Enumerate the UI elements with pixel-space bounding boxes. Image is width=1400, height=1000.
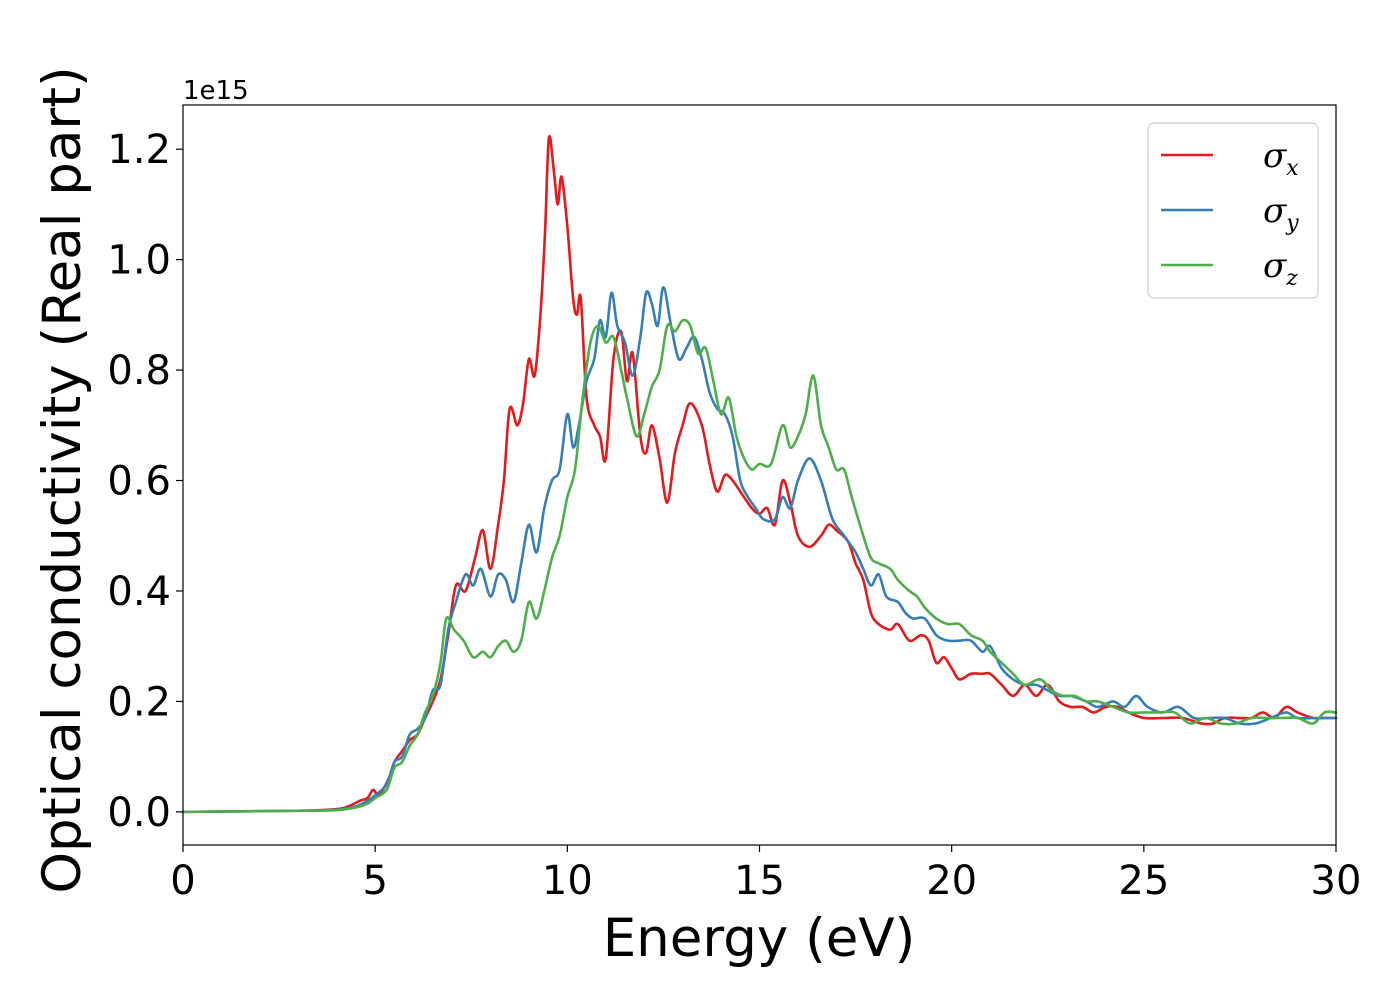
y-offset-label: 1e15 — [183, 76, 249, 106]
x-tick-label: 5 — [362, 858, 387, 904]
legend: σx σy σz — [1147, 122, 1319, 299]
x-tick-label: 0 — [170, 858, 195, 904]
series-line-z — [181, 318, 1338, 814]
x-tick-label: 20 — [926, 858, 977, 904]
x-tick-label: 10 — [542, 858, 593, 904]
series-layer — [181, 134, 1338, 814]
x-tick-label: 30 — [1311, 858, 1362, 904]
y-tick-label: 0.6 — [107, 459, 171, 505]
legend-item-x: σx — [1161, 136, 1299, 181]
legend-label-z: σz — [1263, 246, 1298, 291]
legend-box — [1147, 122, 1319, 299]
y-tick-label: 0.8 — [107, 348, 171, 394]
y-axis: 0.0 0.2 0.4 0.6 0.8 1.0 1.2 — [107, 127, 183, 836]
y-axis-title: Optical conductivity (Real part) — [32, 66, 93, 893]
x-axis: 0 5 10 15 20 25 30 — [170, 845, 1361, 904]
y-tick-label: 0.4 — [107, 569, 171, 615]
legend-label-y: σy — [1263, 191, 1299, 236]
series-line-x — [181, 134, 1338, 814]
plot-background — [183, 105, 1336, 845]
x-tick-label: 25 — [1118, 858, 1169, 904]
y-tick-label: 1.0 — [107, 238, 171, 284]
legend-label-x: σx — [1263, 136, 1299, 181]
y-tick-label: 0.2 — [107, 679, 171, 725]
y-tick-label: 0.0 — [107, 790, 171, 836]
legend-item-y: σy — [1161, 191, 1299, 236]
x-tick-label: 15 — [734, 858, 785, 904]
y-tick-label: 1.2 — [107, 127, 171, 173]
legend-item-z: σz — [1161, 246, 1298, 291]
x-axis-title: Energy (eV) — [603, 908, 916, 969]
